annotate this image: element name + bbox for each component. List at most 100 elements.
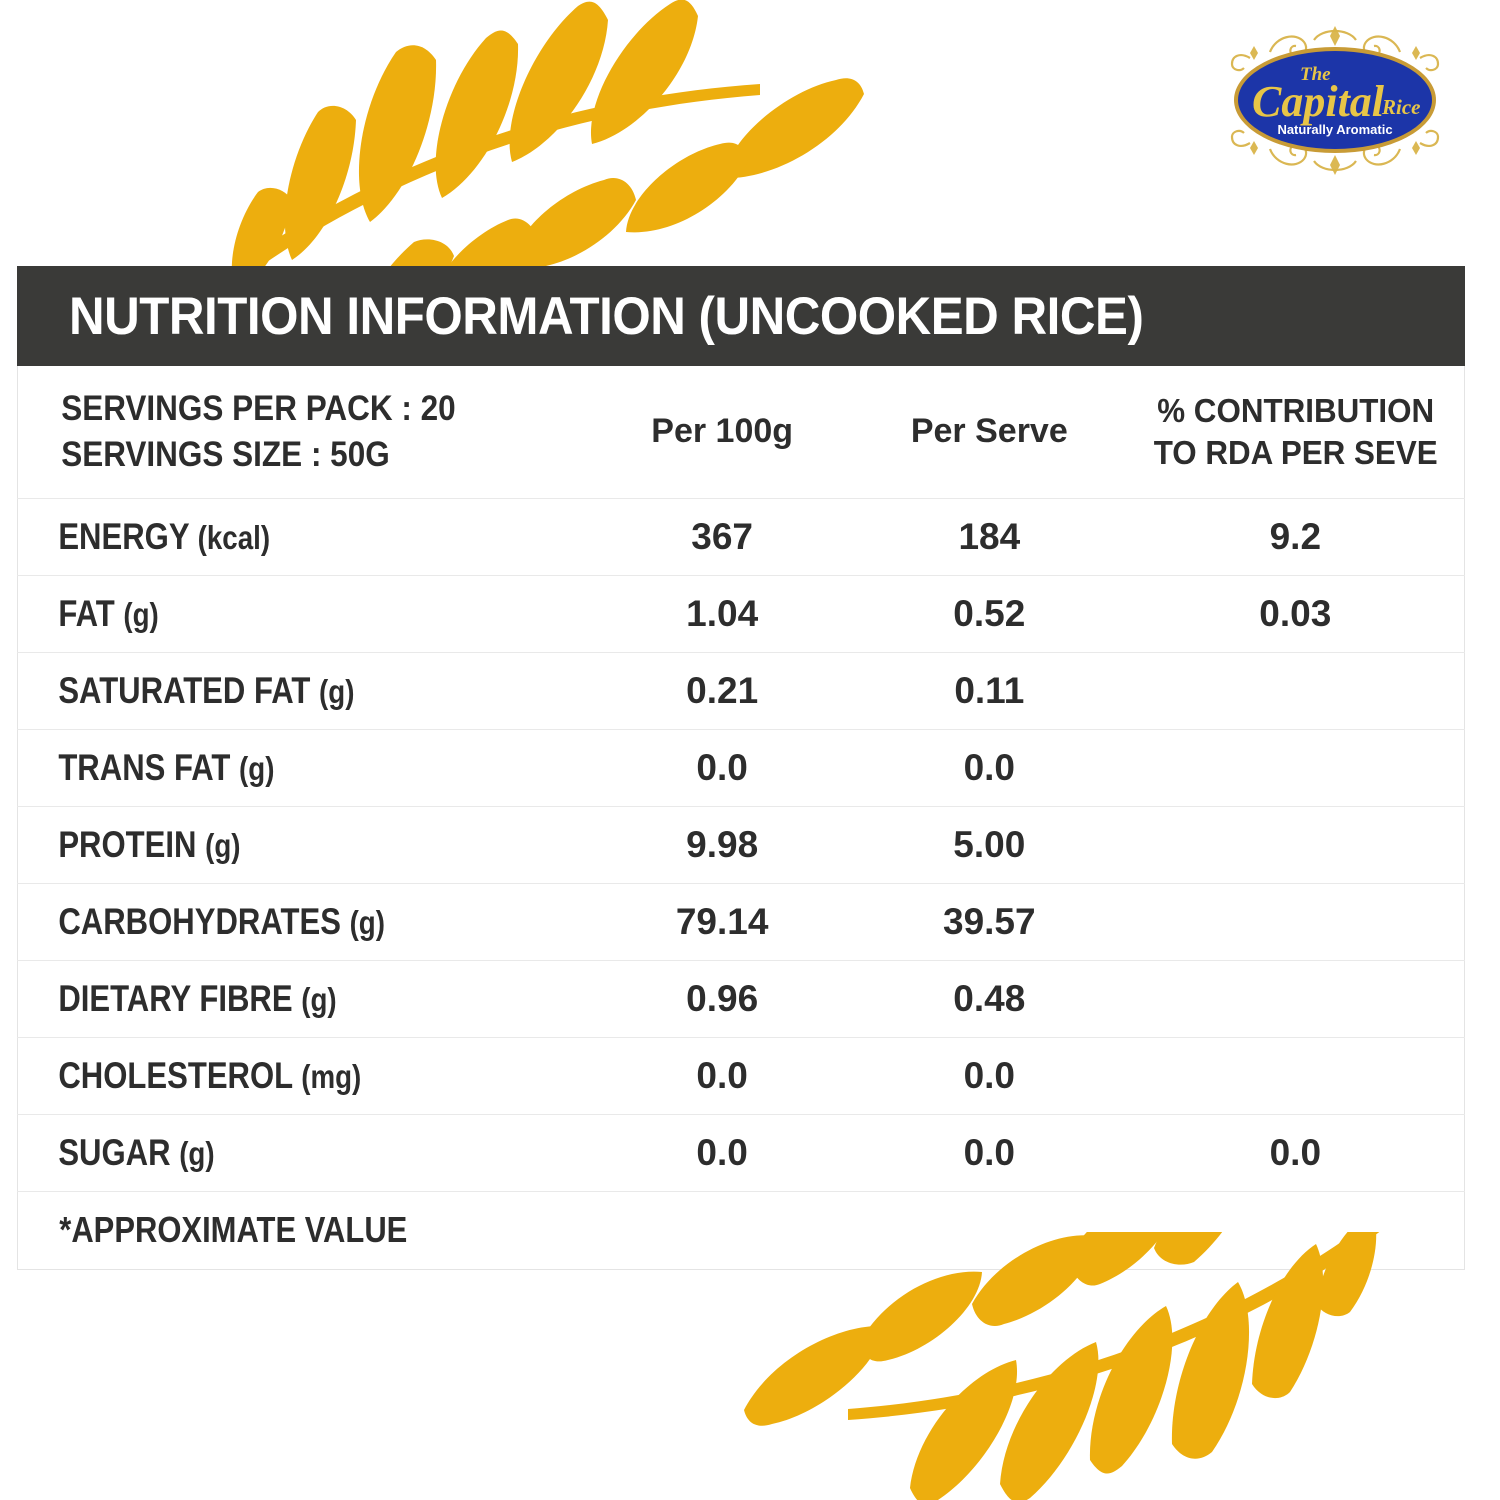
nutrient-label-cell: DIETARY FIBRE (g) xyxy=(17,960,593,1038)
servings-info: SERVINGS PER PACK : 20 SERVINGS SIZE : 5… xyxy=(18,386,535,477)
value-per-100g: 367 xyxy=(592,498,852,576)
approximate-value-note: *APPROXIMATE VALUE xyxy=(59,1209,408,1250)
rda-header-line2: TO RDA PER SEVE xyxy=(1153,433,1438,471)
nutrition-information-panel: NUTRITION INFORMATION (UNCOOKED RICE) SE… xyxy=(17,266,1465,1270)
value-rda xyxy=(1126,883,1465,961)
value-per-100g: 0.0 xyxy=(592,1114,852,1192)
value-per-100g: 0.0 xyxy=(592,1037,852,1115)
table-header-row: SERVINGS PER PACK : 20 SERVINGS SIZE : 5… xyxy=(17,366,1465,499)
wheat-stalk-bottom-decoration xyxy=(588,1172,1408,1500)
nutrient-name: TRANS FAT xyxy=(58,746,240,788)
table-row: CHOLESTEROL (mg) 0.0 0.0 xyxy=(17,1037,1465,1115)
nutrient-unit: (kcal) xyxy=(197,518,271,556)
value-per-serve: 0.0 xyxy=(851,1037,1127,1115)
value-per-serve: 39.57 xyxy=(851,883,1127,961)
nutrient-name: SATURATED FAT xyxy=(58,669,320,711)
nutrient-unit: (g) xyxy=(123,595,159,633)
value-per-serve: 0.48 xyxy=(851,960,1127,1038)
value-per-100g: 9.98 xyxy=(592,806,852,884)
value-per-serve: 0.0 xyxy=(851,729,1127,807)
servings-size: SERVINGS SIZE : 50G xyxy=(61,434,390,474)
nutrient-name: CHOLESTEROL xyxy=(58,1054,302,1096)
svg-text:Capital: Capital xyxy=(1252,77,1385,126)
value-rda: 0.03 xyxy=(1126,575,1465,653)
footnote-cell: *APPROXIMATE VALUE xyxy=(18,1191,1465,1269)
nutrient-name: DIETARY FIBRE xyxy=(58,977,302,1019)
value-per-100g: 1.04 xyxy=(592,575,852,653)
column-header-rda-cell: % CONTRIBUTION TO RDA PER SEVE xyxy=(1126,366,1465,499)
value-per-serve: 0.52 xyxy=(851,575,1127,653)
nutrient-label-cell: ENERGY (kcal) xyxy=(17,498,593,576)
nutrient-label-cell: CHOLESTEROL (mg) xyxy=(17,1037,593,1115)
table-row: FAT (g) 1.04 0.52 0.03 xyxy=(17,575,1465,653)
value-rda xyxy=(1126,960,1465,1038)
value-per-100g: 0.21 xyxy=(592,652,852,730)
nutrition-table: SERVINGS PER PACK : 20 SERVINGS SIZE : 5… xyxy=(17,366,1465,1270)
svg-text:Naturally Aromatic: Naturally Aromatic xyxy=(1277,122,1392,137)
wheat-stalk-top-decoration xyxy=(200,0,1020,332)
value-rda xyxy=(1126,729,1465,807)
value-per-100g: 79.14 xyxy=(592,883,852,961)
nutrient-unit: (g) xyxy=(301,980,337,1018)
nutrition-rows: ENERGY (kcal) 367 184 9.2 FAT (g) 1.04 0.52 0.0… xyxy=(17,498,1465,1192)
table-row: SUGAR (g) 0.0 0.0 0.0 xyxy=(17,1114,1465,1192)
nutrient-name: CARBOHYDRATES xyxy=(58,900,350,942)
value-per-serve: 5.00 xyxy=(851,806,1127,884)
nutrient-name: SUGAR xyxy=(58,1131,180,1173)
svg-text:Rice: Rice xyxy=(1381,95,1420,119)
column-header-per-100g: Per 100g xyxy=(592,366,852,499)
servings-per-pack: SERVINGS PER PACK : 20 xyxy=(61,389,456,429)
value-rda xyxy=(1126,1037,1465,1115)
table-row: SATURATED FAT (g) 0.21 0.11 xyxy=(17,652,1465,730)
nutrient-unit: (g) xyxy=(205,826,241,864)
value-rda: 9.2 xyxy=(1126,498,1465,576)
nutrient-unit: (g) xyxy=(349,903,385,941)
nutrient-unit: (g) xyxy=(179,1134,215,1172)
table-row: PROTEIN (g) 9.98 5.00 xyxy=(17,806,1465,884)
nutrient-label: SATURATED FAT (g) xyxy=(18,670,500,712)
nutrient-label-cell: CARBOHYDRATES (g) xyxy=(17,883,593,961)
nutrient-unit: (g) xyxy=(239,749,275,787)
servings-cell: SERVINGS PER PACK : 20 SERVINGS SIZE : 5… xyxy=(17,366,593,499)
column-header-rda: % CONTRIBUTION TO RDA PER SEVE xyxy=(1135,390,1456,473)
value-per-serve: 184 xyxy=(851,498,1127,576)
value-rda xyxy=(1126,806,1465,884)
nutrient-unit: (g) xyxy=(319,672,355,710)
nutrient-name: FAT xyxy=(58,592,124,634)
nutrient-label: TRANS FAT (g) xyxy=(18,747,500,789)
nutrient-label: FAT (g) xyxy=(18,593,500,635)
page-title: NUTRITION INFORMATION (UNCOOKED RICE) xyxy=(69,286,1144,346)
svg-text:The: The xyxy=(1300,64,1331,85)
nutrient-label: CHOLESTEROL (mg) xyxy=(18,1055,500,1097)
nutrient-name: ENERGY xyxy=(58,515,198,557)
nutrient-name: PROTEIN xyxy=(58,823,206,865)
table-row: DIETARY FIBRE (g) 0.96 0.48 xyxy=(17,960,1465,1038)
table-row: CARBOHYDRATES (g) 79.14 39.57 xyxy=(17,883,1465,961)
nutrient-label: PROTEIN (g) xyxy=(18,824,500,866)
nutrient-label-cell: SUGAR (g) xyxy=(17,1114,593,1192)
wheat-stalk-icon xyxy=(744,1172,1390,1500)
value-per-serve: 0.0 xyxy=(851,1114,1127,1192)
value-per-serve: 0.11 xyxy=(851,652,1127,730)
nutrient-label-cell: SATURATED FAT (g) xyxy=(17,652,593,730)
table-row: ENERGY (kcal) 367 184 9.2 xyxy=(17,498,1465,576)
nutrient-unit: (mg) xyxy=(301,1057,362,1095)
nutrient-label-cell: PROTEIN (g) xyxy=(17,806,593,884)
table-row: TRANS FAT (g) 0.0 0.0 xyxy=(17,729,1465,807)
column-header-per-serve: Per Serve xyxy=(851,366,1127,499)
value-per-100g: 0.0 xyxy=(592,729,852,807)
nutrient-label: SUGAR (g) xyxy=(18,1132,500,1174)
nutrient-label: DIETARY FIBRE (g) xyxy=(18,978,500,1020)
panel-title-bar: NUTRITION INFORMATION (UNCOOKED RICE) xyxy=(17,266,1465,366)
nutrient-label-cell: TRANS FAT (g) xyxy=(17,729,593,807)
nutrient-label: CARBOHYDRATES (g) xyxy=(18,901,500,943)
value-rda xyxy=(1126,652,1465,730)
value-per-100g: 0.96 xyxy=(592,960,852,1038)
wheat-stalk-icon xyxy=(218,0,864,332)
value-rda: 0.0 xyxy=(1126,1114,1465,1192)
capital-rice-logo-icon: The Capital Rice Naturally Aromatic xyxy=(1230,26,1440,175)
footnote-row: *APPROXIMATE VALUE xyxy=(18,1191,1465,1269)
nutrient-label: ENERGY (kcal) xyxy=(18,516,500,558)
rda-header-line1: % CONTRIBUTION xyxy=(1156,392,1434,430)
